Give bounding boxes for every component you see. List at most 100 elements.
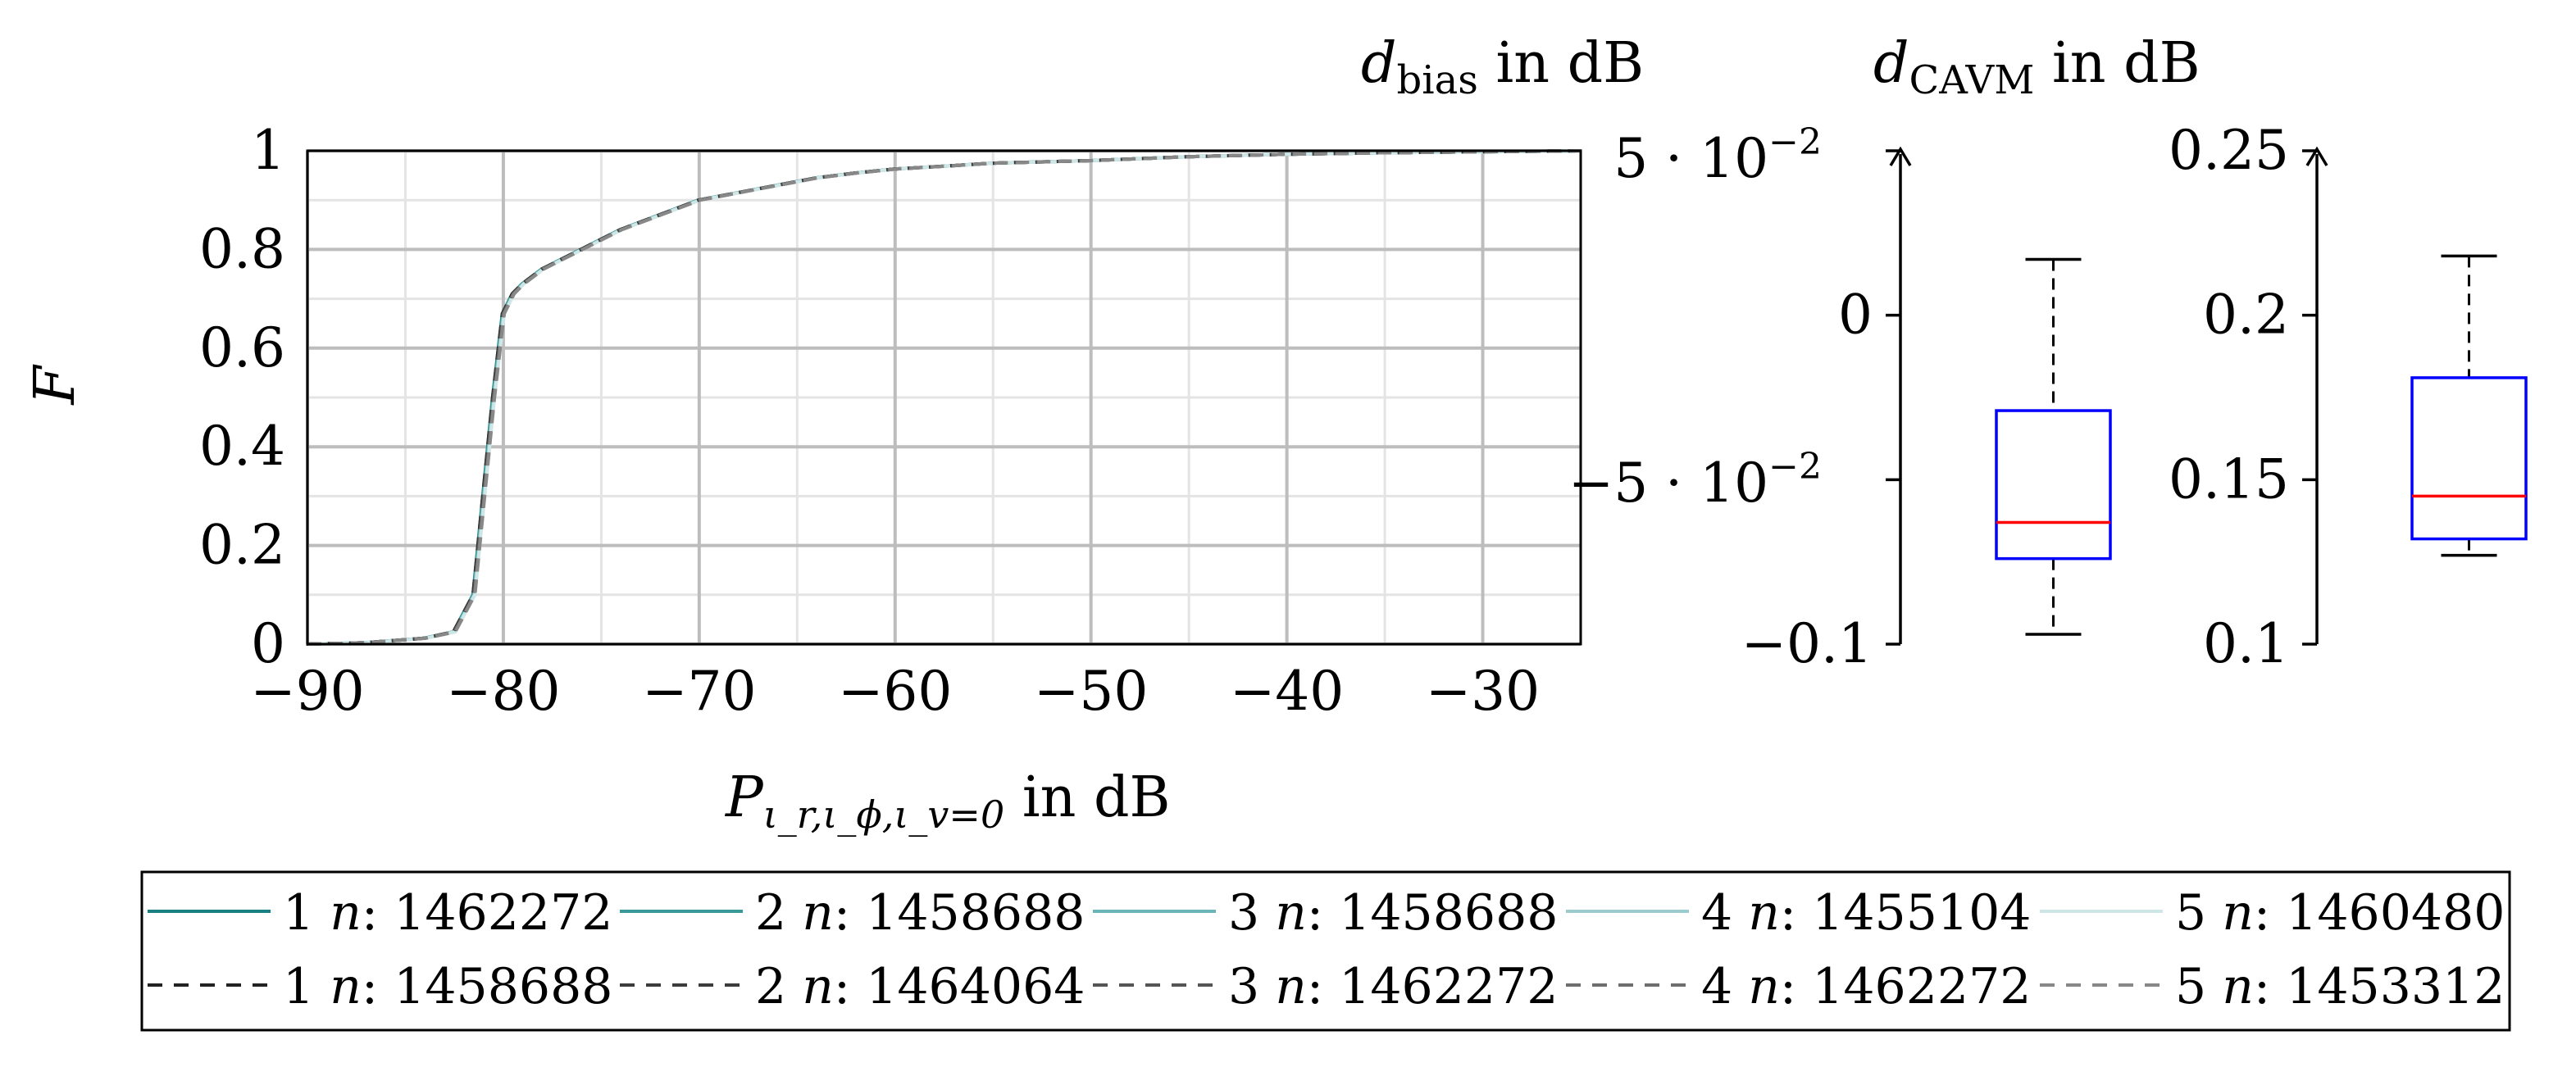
cdf-y-tick-label: 0	[251, 612, 285, 675]
legend-entry-n: n	[330, 958, 362, 1015]
box-cavm-tick-label: 0.2	[2203, 284, 2289, 347]
cdf-x-tick-label: −70	[642, 660, 756, 723]
cdf-x-tick-label: −60	[838, 660, 952, 723]
cdf-plot: −90 −80 −70 −60 −50 −40 −30 0 0.2 0.4 0.6 0.8 1 F P…	[23, 119, 1582, 837]
cdf-x-tick-labels: −90 −80 −70 −60 −50 −40 −30	[250, 660, 1540, 723]
box-cavm-title-unit: in dB	[2034, 31, 2200, 96]
cdf-frame	[306, 149, 1582, 646]
legend-entry-2: 2 n: 1458688	[755, 884, 1085, 942]
legend-entry-count: : 1455104	[1780, 884, 2032, 942]
legend-entry-8: 3 n: 1462272	[1228, 958, 1558, 1015]
box-cavm-tick-label: 0.1	[2203, 612, 2289, 675]
legend-frame	[140, 870, 2511, 1032]
cdf-x-tick-label: −40	[1230, 660, 1344, 723]
legend-entry-index: 3	[1228, 884, 1275, 942]
box-plot-bias: dbias in dB 5 · 10−2 −5 · 10−2 −0.10	[1361, 31, 2112, 675]
legend-entry-count: : 1462272	[1780, 958, 2032, 1015]
legend-entry-10: 5 n: 1453312	[2175, 958, 2505, 1015]
legend-entry-count: : 1453312	[2254, 958, 2505, 1015]
legend-entry-count: : 1458688	[362, 958, 613, 1015]
box-cavm-axis	[2302, 146, 2328, 646]
cdf-y-tick-label: 1	[251, 119, 285, 182]
box-cavm-title: dCAVM in dB	[1873, 31, 2201, 103]
cdf-y-tick-label: 0.8	[199, 217, 285, 280]
box-cavm-tick-label: 0.15	[2169, 447, 2289, 511]
x-axis-label-unit: in dB	[1004, 765, 1170, 830]
box-cavm-title-var: d	[1873, 31, 1909, 96]
x-axis-label-sub: ι_r,ι_ϕ,ι_v=0	[763, 792, 1004, 837]
legend-entry-4: 4 n: 1455104	[1701, 884, 2031, 942]
legend-entry-n: n	[1748, 884, 1780, 942]
box-bias-title: dbias in dB	[1361, 31, 1644, 103]
box-cavm-iqr-box	[2410, 376, 2528, 541]
legend-entry-n: n	[1748, 958, 1780, 1015]
legend-entry-n: n	[1275, 958, 1307, 1015]
cdf-x-tick-label: −30	[1426, 660, 1540, 723]
box-bias-axis	[1886, 146, 1912, 646]
cdf-lines	[306, 149, 1582, 646]
legend-entry-index: 4	[1701, 958, 1748, 1015]
box-bias-tick-label: 0	[1838, 284, 1873, 347]
box-bias-tick-label: −0.1	[1741, 612, 1873, 675]
legend-entry-count: : 1458688	[834, 884, 1085, 942]
legend-entry-n: n	[2222, 884, 2254, 942]
box-cavm-title-sub: CAVM	[1909, 57, 2035, 103]
legend: 1 n: 1462272 2 n: 1458688 3 n: 1458688 4 n:…	[140, 870, 2511, 1032]
box-bias-box	[1995, 257, 2112, 636]
cdf-x-tick-label: −80	[446, 660, 560, 723]
legend-entry-n: n	[802, 958, 834, 1015]
legend-entry-index: 3	[1228, 958, 1275, 1015]
cdf-y-tick-label: 0.6	[199, 316, 285, 379]
box-bias-title-sub: bias	[1397, 57, 1478, 103]
legend-entry-n: n	[1275, 884, 1307, 942]
legend-entry-index: 4	[1701, 884, 1748, 942]
legend-entry-index: 5	[2175, 884, 2222, 942]
box-bias-axis-arrow	[1889, 146, 1912, 166]
box-bias-tick-labels: 5 · 10−2 −5 · 10−2 −0.10	[1568, 121, 1873, 675]
legend-entry-count: : 1462272	[362, 884, 613, 942]
box-bias-tick-mid: −5 · 10−2	[1568, 446, 1822, 515]
legend-entry-n: n	[2222, 958, 2254, 1015]
legend-entry-5: 5 n: 1460480	[2175, 884, 2505, 942]
legend-items: 1 n: 1462272 2 n: 1458688 3 n: 1458688 4 n:…	[148, 884, 2505, 1015]
cdf-y-tick-labels: 0 0.2 0.4 0.6 0.8 1	[199, 119, 285, 675]
box-bias-tick-mid-exp: −2	[1768, 446, 1822, 488]
y-axis-label: F	[23, 364, 88, 406]
legend-entry-3: 3 n: 1458688	[1228, 884, 1558, 942]
box-bias-title-var: d	[1361, 31, 1397, 96]
legend-entry-index: 2	[755, 884, 802, 942]
box-plot-cavm: dCAVM in dB 0.1 0.15 0.2 0.25	[1873, 31, 2528, 675]
legend-entry-index: 1	[283, 958, 330, 1015]
box-bias-tick-top-mantissa: 5 · 10	[1613, 127, 1768, 190]
legend-entry-n: n	[330, 884, 362, 942]
legend-entry-count: : 1462272	[1307, 958, 1559, 1015]
cdf-x-tick-label: −50	[1034, 660, 1148, 723]
box-bias-tick-top-exp: −2	[1768, 121, 1822, 163]
box-cavm-box	[2410, 254, 2528, 557]
legend-entry-count: : 1464064	[834, 958, 1085, 1015]
cdf-x-tick-label: −90	[250, 660, 364, 723]
legend-entry-6: 1 n: 1458688	[283, 958, 612, 1015]
legend-entry-count: : 1458688	[1307, 884, 1559, 942]
box-bias-tick-mid-mantissa: −5 · 10	[1568, 452, 1768, 515]
legend-entry-index: 5	[2175, 958, 2222, 1015]
box-bias-title-unit: in dB	[1478, 31, 1644, 96]
legend-entry-7: 2 n: 1464064	[755, 958, 1085, 1015]
legend-entry-index: 2	[755, 958, 802, 1015]
legend-entry-9: 4 n: 1462272	[1701, 958, 2031, 1015]
cdf-y-tick-label: 0.4	[199, 415, 285, 478]
cdf-series-line-10	[308, 149, 1582, 646]
box-cavm-axis-arrow	[2305, 146, 2328, 166]
box-bias-tick-top: 5 · 10−2	[1613, 121, 1822, 190]
box-cavm-tick-label: 0.25	[2169, 119, 2289, 182]
x-axis-label-base: P	[724, 765, 764, 830]
x-axis-label: Pι_r,ι_ϕ,ι_v=0 in dB	[724, 765, 1171, 837]
box-bias-iqr-box	[1995, 409, 2112, 561]
cdf-y-tick-label: 0.2	[199, 514, 285, 577]
legend-entry-1: 1 n: 1462272	[283, 884, 612, 942]
box-cavm-tick-labels: 0.1 0.15 0.2 0.25	[2169, 119, 2289, 675]
legend-entry-n: n	[802, 884, 834, 942]
legend-entry-index: 1	[283, 884, 330, 942]
cdf-grid	[306, 149, 1581, 646]
